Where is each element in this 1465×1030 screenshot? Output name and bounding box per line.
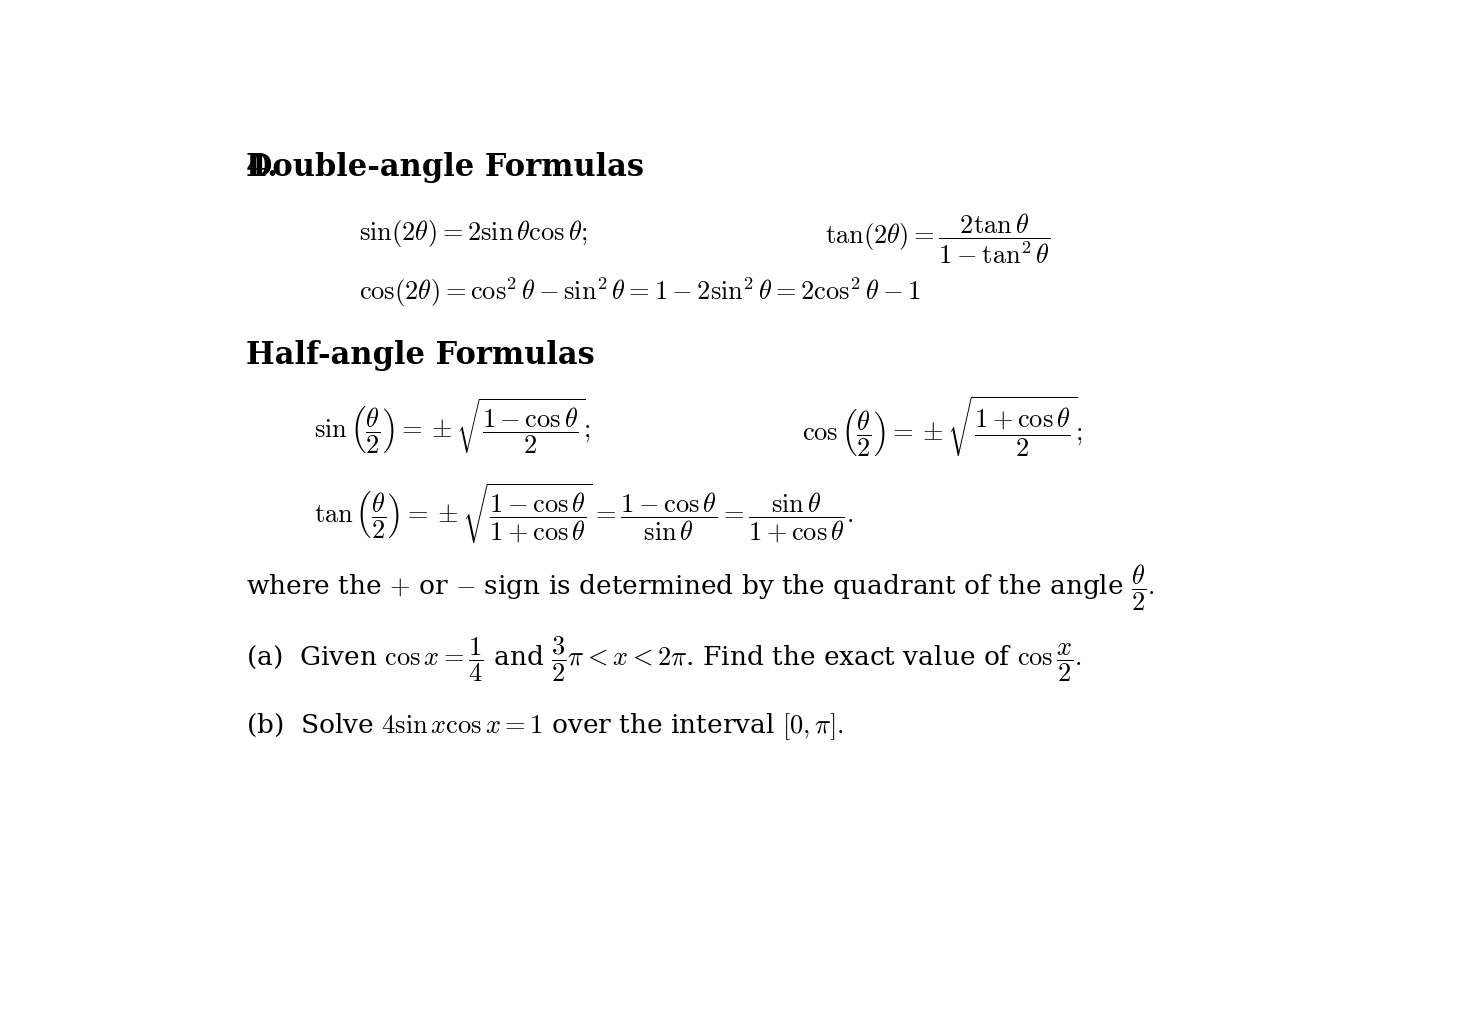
Text: $\cos(2\theta) = \cos^2\theta - \sin^2\theta = 1 - 2\sin^2\theta = 2\cos^2\theta: $\cos(2\theta) = \cos^2\theta - \sin^2\t… (359, 276, 920, 309)
Text: (a)  Given $\cos x = \dfrac{1}{4}$ and $\dfrac{3}{2}\pi < x < 2\pi$. Find the ex: (a) Given $\cos x = \dfrac{1}{4}$ and $\… (246, 634, 1081, 684)
Text: Half-angle Formulas: Half-angle Formulas (246, 341, 595, 372)
Text: 4.: 4. (246, 151, 289, 182)
Text: where the $+$ or $-$ sign is determined by the quadrant of the angle $\dfrac{\th: where the $+$ or $-$ sign is determined … (246, 562, 1154, 613)
Text: $\sin(2\theta) = 2\sin\theta\cos\theta;$: $\sin(2\theta) = 2\sin\theta\cos\theta;$ (359, 217, 587, 248)
Text: (b)  Solve $4\sin x\cos x = 1$ over the interval $[0, \pi].$: (b) Solve $4\sin x\cos x = 1$ over the i… (246, 711, 844, 742)
Text: $\tan(2\theta) = \dfrac{2\tan\theta}{1-\tan^2\theta}$: $\tan(2\theta) = \dfrac{2\tan\theta}{1-\… (825, 211, 1050, 266)
Text: $\tan\left(\dfrac{\theta}{2}\right) = \pm\sqrt{\dfrac{1-\cos\theta}{1+\cos\theta: $\tan\left(\dfrac{\theta}{2}\right) = \p… (314, 481, 853, 546)
Text: $\sin\left(\dfrac{\theta}{2}\right) = \pm\sqrt{\dfrac{1-\cos\theta}{2}};$: $\sin\left(\dfrac{\theta}{2}\right) = \p… (314, 398, 590, 457)
Text: Double-angle Formulas: Double-angle Formulas (246, 151, 643, 182)
Text: $\cos\left(\dfrac{\theta}{2}\right) = \pm\sqrt{\dfrac{1+\cos\theta}{2}};$: $\cos\left(\dfrac{\theta}{2}\right) = \p… (801, 394, 1083, 460)
